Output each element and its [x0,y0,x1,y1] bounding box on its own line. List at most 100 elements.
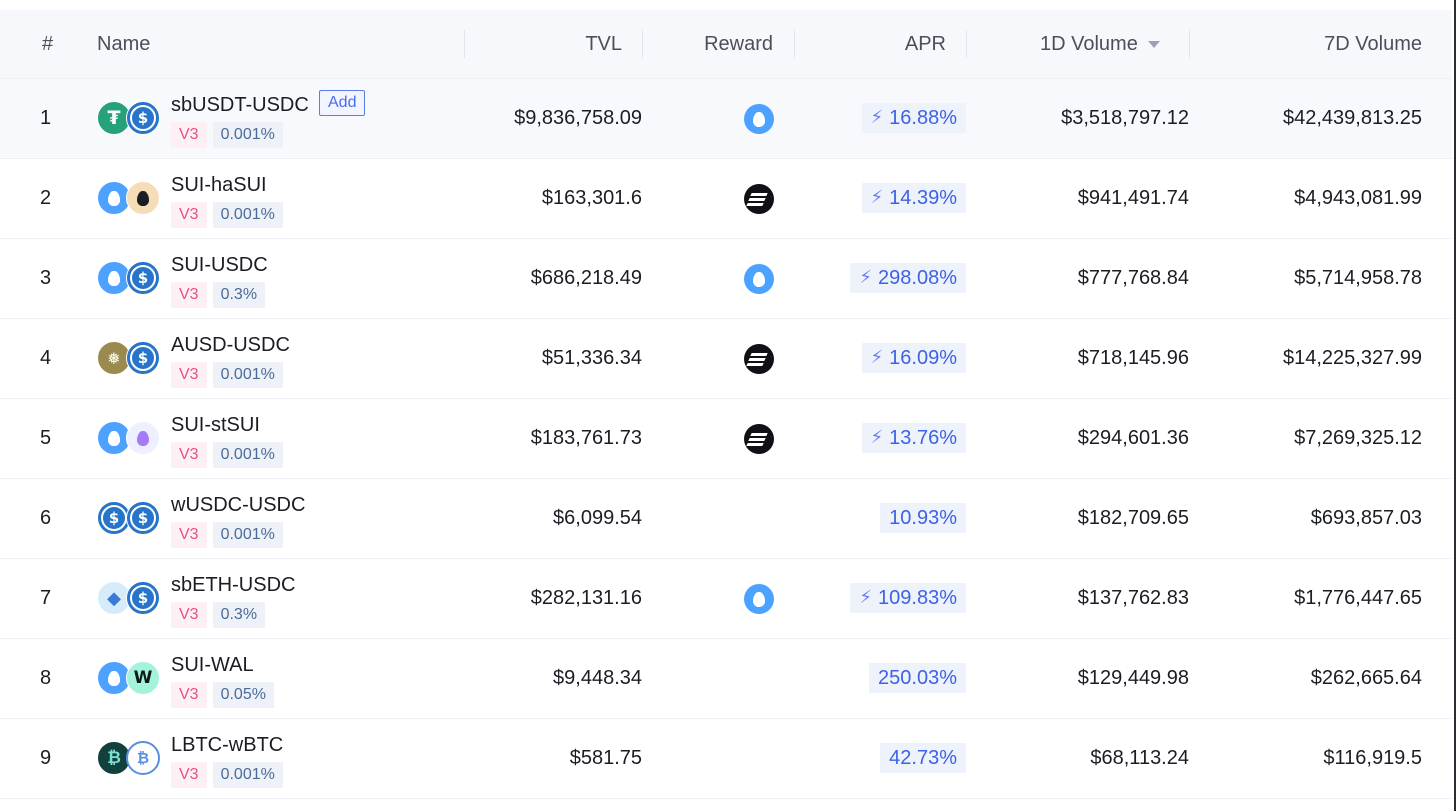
sui-reward-icon [744,104,774,134]
col-reward: Reward [704,33,773,55]
add-button[interactable]: Add [319,90,366,116]
apr-badge[interactable]: 10.93% [880,503,966,533]
table-row[interactable]: 1 ₮ $ sbUSDT-USDC Add V3 0.001% $9,836,7… [0,79,1452,159]
bolt-icon: ⚡ [859,267,873,288]
pair-name[interactable]: sbUSDT-USDC [171,94,309,116]
pair-name[interactable]: SUI-stSUI [171,414,260,436]
pair-name[interactable]: LBTC-wBTC [171,734,284,756]
pair-icons: ₿ ₿ [97,741,163,777]
version-tag: V3 [171,682,207,708]
version-tag: V3 [171,522,207,548]
col-7d-volume[interactable]: 7D Volume [1324,33,1422,55]
pair-icons: $ $ [97,501,163,537]
version-tag: V3 [171,122,207,148]
rank: 4 [40,347,52,369]
rank: 8 [40,667,52,689]
pair-name[interactable]: SUI-haSUI [171,174,267,196]
fee-tag: 0.001% [212,762,283,788]
rank: 3 [40,267,52,289]
tvl-value: $9,448.34 [553,667,642,689]
pair-name[interactable]: sbETH-USDC [171,574,296,596]
fee-tag: 0.001% [212,202,283,228]
volume-7d-value: $262,665.64 [1310,667,1422,689]
eth-coin-icon: ◆ [97,581,131,615]
volume-7d-value: $116,919.5 [1323,747,1422,769]
wal-coin-icon: W [126,661,160,695]
volume-1d-value: $182,709.65 [1077,507,1189,529]
volume-1d-value: $718,145.96 [1077,347,1189,369]
col-tvl[interactable]: TVL [585,33,622,55]
volume-1d-value: $777,768.84 [1077,267,1189,289]
sui-reward-icon [744,264,774,294]
stripes-reward-icon [744,344,774,374]
apr-badge[interactable]: 42.73% [880,743,966,773]
pair-icons [97,181,163,217]
version-tag: V3 [171,762,207,788]
tvl-value: $9,836,758.09 [514,107,642,129]
stripes-reward-icon [744,184,774,214]
table-row[interactable]: 3 $ SUI-USDC V3 0.3% $686,218.49 ⚡ 298.0… [0,239,1452,319]
pair-icons [97,421,163,457]
hasui-coin-icon [126,181,160,215]
volume-1d-value: $129,449.98 [1077,667,1189,689]
table-row[interactable]: 8 W SUI-WAL V3 0.05% $9,448.34 250.03% $… [0,639,1452,719]
bolt-icon: ⚡ [870,107,884,128]
fee-tag: 0.3% [212,282,266,308]
apr-badge[interactable]: ⚡ 14.39% [861,183,966,213]
scrollbar[interactable] [1454,0,1456,811]
apr-badge[interactable]: ⚡ 109.83% [850,583,966,613]
version-tag: V3 [171,282,207,308]
pair-icons: ₮ $ [97,101,163,137]
sui-coin-icon [97,421,131,455]
pair-icons: $ [97,261,163,297]
usdc-coin-icon: $ [126,101,160,135]
pair-name[interactable]: AUSD-USDC [171,334,290,356]
usdc-coin-icon: $ [126,261,160,295]
table-row[interactable]: 9 ₿ ₿ LBTC-wBTC V3 0.001% $581.75 42.73%… [0,719,1452,799]
pair-name[interactable]: wUSDC-USDC [171,494,306,516]
bolt-icon: ⚡ [870,427,884,448]
lbtc-coin-icon: ₿ [97,741,131,775]
version-tag: V3 [171,442,207,468]
volume-7d-value: $5,714,958.78 [1294,267,1422,289]
volume-7d-value: $42,439,813.25 [1282,107,1422,129]
tvl-value: $51,336.34 [541,347,642,369]
bolt-icon: ⚡ [870,187,884,208]
sui-coin-icon [97,181,131,215]
pair-icons: ◆ $ [97,581,163,617]
volume-7d-value: $693,857.03 [1310,507,1422,529]
apr-badge[interactable]: ⚡ 16.88% [861,103,966,133]
tvl-value: $282,131.16 [530,587,642,609]
apr-badge[interactable]: ⚡ 13.76% [861,423,966,453]
bolt-icon: ⚡ [859,587,873,608]
volume-7d-value: $4,943,081.99 [1294,187,1422,209]
rank: 5 [40,427,52,449]
apr-badge[interactable]: ⚡ 298.08% [850,263,966,293]
pair-name[interactable]: SUI-WAL [171,654,254,676]
table-row[interactable]: 2 SUI-haSUI V3 0.001% $163,301.6 ⚡ 14.39… [0,159,1452,239]
volume-1d-value: $68,113.24 [1090,747,1189,769]
apr-badge[interactable]: ⚡ 16.09% [861,343,966,373]
tvl-value: $183,761.73 [530,427,642,449]
usdc-coin-icon: $ [126,581,160,615]
col-apr[interactable]: APR [904,33,946,55]
col-1d-volume[interactable]: 1D Volume [1040,10,1160,78]
fee-tag: 0.05% [212,682,274,708]
col-name[interactable]: Name [97,33,151,55]
volume-7d-value: $14,225,327.99 [1282,347,1422,369]
table-row[interactable]: 5 SUI-stSUI V3 0.001% $183,761.73 ⚡ 13.7… [0,399,1452,479]
fee-tag: 0.001% [212,362,283,388]
pair-icons: ❅ $ [97,341,163,377]
table-row[interactable]: 4 ❅ $ AUSD-USDC V3 0.001% $51,336.34 ⚡ 1… [0,319,1452,399]
pair-name[interactable]: SUI-USDC [171,254,268,276]
table-row[interactable]: 6 $ $ wUSDC-USDC V3 0.001% $6,099.54 10.… [0,479,1452,559]
version-tag: V3 [171,362,207,388]
rank: 2 [40,187,52,209]
stsui-coin-icon [126,421,160,455]
apr-badge[interactable]: 250.03% [869,663,966,693]
sort-desc-icon [1147,41,1160,49]
table-row[interactable]: 7 ◆ $ sbETH-USDC V3 0.3% $282,131.16 ⚡ 1… [0,559,1452,639]
sui-coin-icon [97,261,131,295]
tvl-value: $6,099.54 [553,507,642,529]
usdc-coin-icon: $ [126,501,160,535]
